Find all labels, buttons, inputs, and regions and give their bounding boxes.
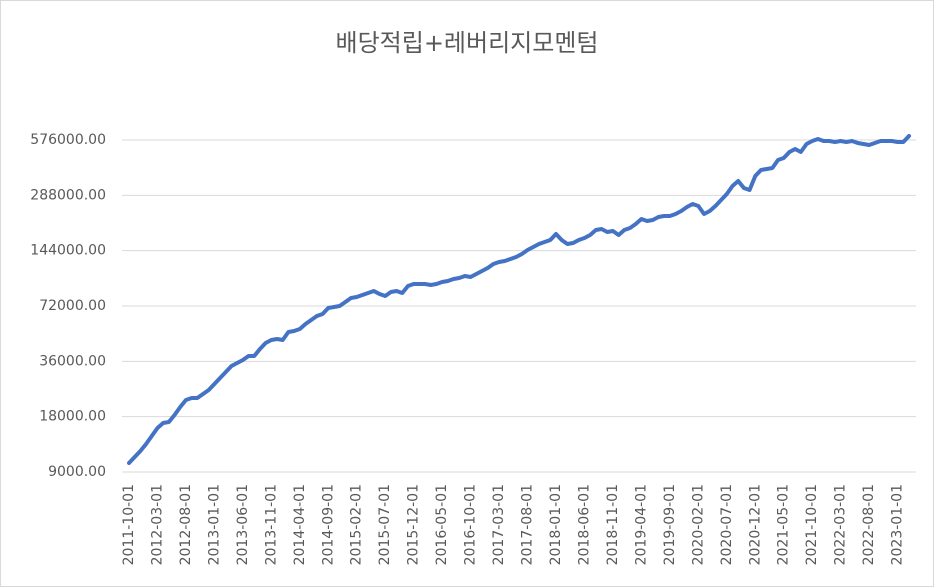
x-tick-label: 2013-06-01	[235, 484, 251, 565]
x-tick-label: 2013-01-01	[206, 484, 222, 565]
x-tick-label: 2015-02-01	[349, 484, 365, 565]
y-tick-label: 18000.00	[39, 409, 106, 425]
x-tick-label: 2012-08-01	[178, 484, 194, 565]
x-tick-label: 2023-01-01	[890, 484, 906, 565]
y-tick-label: 9000.00	[48, 464, 106, 480]
chart-title: 배당적립+레버리지모멘텀	[336, 29, 599, 57]
y-tick-label: 36000.00	[39, 353, 106, 369]
x-tick-label: 2022-08-01	[861, 484, 877, 565]
x-tick-label: 2015-07-01	[377, 484, 393, 565]
x-tick-label: 2016-10-01	[463, 484, 479, 565]
x-tick-label: 2011-10-01	[121, 484, 137, 565]
x-tick-label: 2022-03-01	[833, 484, 849, 565]
x-tick-label: 2014-09-01	[320, 484, 336, 565]
y-tick-label: 144000.00	[30, 243, 106, 259]
x-tick-label: 2019-09-01	[662, 484, 678, 565]
data-line	[127, 133, 911, 466]
x-tick-label: 2020-12-01	[747, 484, 763, 565]
y-tick-label: 72000.00	[39, 298, 106, 314]
x-tick-label: 2015-12-01	[406, 484, 422, 565]
x-tick-label: 2020-07-01	[719, 484, 735, 565]
x-tick-label: 2017-03-01	[491, 484, 507, 565]
y-tick-label: 576000.00	[30, 132, 106, 148]
x-tick-label: 2021-10-01	[804, 484, 820, 565]
x-tick-label: 2020-02-01	[690, 484, 706, 565]
x-tick-label: 2014-04-01	[292, 484, 308, 565]
y-tick-label: 288000.00	[30, 187, 106, 203]
x-tick-label: 2018-11-01	[605, 484, 621, 565]
x-tick-label: 2017-08-01	[520, 484, 536, 565]
x-tick-label: 2012-03-01	[149, 484, 165, 565]
x-tick-label: 2018-06-01	[576, 484, 592, 565]
x-tick-label: 2021-05-01	[776, 484, 792, 565]
x-tick-label: 2018-01-01	[548, 484, 564, 565]
x-tick-label: 2019-04-01	[633, 484, 649, 565]
x-tick-label: 2016-05-01	[434, 484, 450, 565]
x-tick-label: 2013-11-01	[263, 484, 279, 565]
